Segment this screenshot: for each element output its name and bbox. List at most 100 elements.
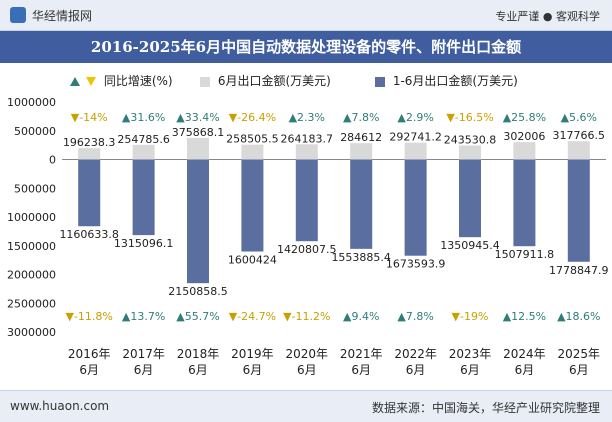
x-category-label: 6月 bbox=[351, 363, 371, 377]
y-tick-label: 2000000 bbox=[7, 269, 56, 282]
y-tick-label: 3000000 bbox=[7, 326, 56, 339]
growth-label-cumulative: ▲7.8% bbox=[397, 310, 433, 323]
bar-monthly bbox=[132, 144, 155, 160]
data-label-cumulative: 1600424 bbox=[228, 254, 277, 267]
growth-label-cumulative: ▲18.6% bbox=[557, 310, 600, 323]
top-bar: 华经情报网 专业严谨 ● 客观科学 bbox=[0, 0, 612, 31]
bar-cumulative bbox=[78, 159, 101, 227]
growth-label-monthly: ▲7.8% bbox=[343, 111, 379, 124]
data-label-monthly: 196238.3 bbox=[63, 136, 116, 149]
bar-cumulative bbox=[241, 159, 264, 252]
data-label-cumulative: 1553885.4 bbox=[331, 251, 391, 264]
bar-cumulative bbox=[132, 159, 155, 236]
y-tick-label: 1000000 bbox=[7, 211, 56, 224]
chart-legend: 同比增速(%) 6月出口金额(万美元) 1-6月出口金额(万美元) bbox=[0, 68, 612, 92]
y-tick-label: 1000000 bbox=[7, 96, 56, 109]
x-category-label: 6月 bbox=[297, 363, 317, 377]
triangle-up-icon bbox=[70, 77, 80, 86]
growth-label-monthly: ▲2.9% bbox=[397, 111, 433, 124]
growth-label-cumulative: ▼-11.2% bbox=[283, 310, 330, 323]
bar-monthly bbox=[350, 143, 373, 160]
data-label-cumulative: 1350945.4 bbox=[440, 239, 500, 252]
data-label-cumulative: 1420807.5 bbox=[277, 243, 337, 256]
x-category-label: 2018年 bbox=[177, 347, 220, 361]
growth-label-cumulative: ▲9.4% bbox=[343, 310, 379, 323]
data-label-monthly: 375868.1 bbox=[172, 126, 225, 139]
bar-chart: 1000000 500000 0 500000 1000000 1500000 200000… bbox=[7, 96, 609, 377]
data-label-cumulative: 1507911.8 bbox=[495, 248, 555, 261]
legend-swatch-monthly bbox=[200, 76, 210, 87]
y-tick-label: 1500000 bbox=[7, 240, 56, 253]
title-bar: 2016-2025年6月中国自动数据处理设备的零件、附件出口金额 bbox=[0, 31, 612, 63]
data-label-monthly: 243530.8 bbox=[444, 133, 497, 146]
legend-item-cumulative: 1-6月出口金额(万美元) bbox=[375, 72, 518, 89]
y-tick-label: 500000 bbox=[14, 182, 56, 195]
x-category-label: 2021年 bbox=[340, 347, 383, 361]
legend-label-monthly: 6月出口金额(万美元) bbox=[217, 74, 331, 88]
logo-icon bbox=[10, 7, 26, 23]
data-label-cumulative: 1315096.1 bbox=[114, 237, 174, 250]
data-label-monthly: 264183.7 bbox=[281, 132, 334, 145]
legend-label-cumulative: 1-6月出口金额(万美元) bbox=[392, 74, 518, 88]
growth-label-cumulative: ▲13.7% bbox=[122, 310, 165, 323]
data-label-cumulative: 1778847.9 bbox=[549, 264, 609, 277]
bar-monthly bbox=[404, 142, 427, 160]
bar-cumulative bbox=[513, 159, 536, 247]
data-label-monthly: 302006 bbox=[503, 130, 545, 143]
growth-label-monthly: ▲33.4% bbox=[176, 111, 219, 124]
x-category-label: 2017年 bbox=[122, 347, 165, 361]
growth-label-cumulative: ▼-24.7% bbox=[229, 310, 276, 323]
bar-monthly bbox=[187, 137, 209, 160]
growth-label-cumulative: ▲12.5% bbox=[503, 310, 546, 323]
data-label-monthly: 254785.6 bbox=[117, 133, 170, 146]
bar-cumulative bbox=[459, 159, 481, 238]
data-label-monthly: 284612 bbox=[340, 131, 382, 144]
bar-cumulative bbox=[404, 159, 427, 256]
bar-monthly bbox=[295, 144, 318, 160]
data-label-monthly: 317766.5 bbox=[553, 129, 606, 142]
x-category-label: 2020年 bbox=[286, 347, 329, 361]
growth-label-monthly: ▲5.6% bbox=[561, 111, 597, 124]
legend-item-growth: 同比增速(%) bbox=[70, 72, 173, 89]
x-category-label: 6月 bbox=[406, 363, 426, 377]
bar-cumulative bbox=[350, 159, 373, 249]
x-category-label: 2022年 bbox=[394, 347, 437, 361]
growth-label-monthly: ▼-26.4% bbox=[229, 111, 276, 124]
x-category-label: 2019年 bbox=[231, 347, 274, 361]
legend-label-growth: 同比增速(%) bbox=[103, 74, 173, 88]
bar-monthly bbox=[241, 144, 264, 160]
x-category-label: 2023年 bbox=[449, 347, 492, 361]
growth-label-monthly: ▲2.3% bbox=[289, 111, 325, 124]
x-category-label: 6月 bbox=[188, 363, 208, 377]
bar-cumulative bbox=[567, 159, 590, 262]
tagline: 专业严谨 ● 客观科学 bbox=[495, 10, 600, 23]
footer-url: www.huaon.com bbox=[10, 399, 110, 413]
chart-title: 2016-2025年6月中国自动数据处理设备的零件、附件出口金额 bbox=[90, 38, 522, 56]
x-category-label: 6月 bbox=[79, 363, 99, 377]
growth-label-monthly: ▲25.8% bbox=[503, 111, 546, 124]
y-tick-label: 0 bbox=[49, 154, 56, 167]
x-category-label: 2024年 bbox=[503, 347, 546, 361]
x-category-label: 2025年 bbox=[558, 347, 601, 361]
bar-cumulative bbox=[187, 159, 209, 284]
data-label-cumulative: 1160633.8 bbox=[59, 228, 119, 241]
x-category-label: 6月 bbox=[515, 363, 535, 377]
y-tick-label: 2500000 bbox=[7, 297, 56, 310]
x-category-label: 2016年 bbox=[68, 347, 111, 361]
triangle-down-icon bbox=[86, 77, 96, 86]
x-category-label: 6月 bbox=[134, 363, 154, 377]
data-label-cumulative: 1673593.9 bbox=[386, 258, 446, 271]
legend-item-monthly: 6月出口金额(万美元) bbox=[200, 72, 331, 89]
site-name: 华经情报网 bbox=[32, 9, 93, 23]
y-tick-label: 500000 bbox=[14, 125, 56, 138]
legend-swatch-cumulative bbox=[375, 76, 385, 87]
data-label-monthly: 258505.5 bbox=[226, 133, 279, 146]
growth-label-monthly: ▼-16.5% bbox=[446, 111, 493, 124]
bar-cumulative bbox=[295, 159, 318, 242]
data-label-monthly: 292741.2 bbox=[389, 131, 442, 144]
bar-monthly bbox=[513, 142, 536, 160]
growth-label-monthly: ▼-14% bbox=[71, 111, 108, 124]
data-label-cumulative: 2150858.5 bbox=[168, 285, 228, 298]
bar-monthly bbox=[459, 145, 481, 160]
growth-label-cumulative: ▼-11.8% bbox=[66, 310, 113, 323]
